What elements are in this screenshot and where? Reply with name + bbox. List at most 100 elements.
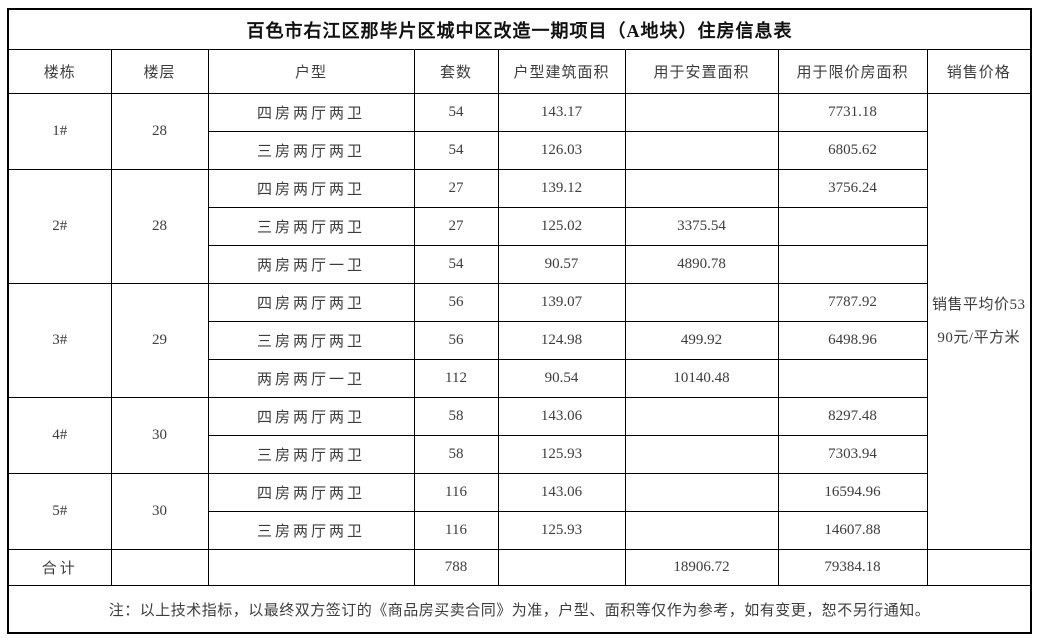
cell-unit-count: 54 — [413, 93, 499, 132]
cell-unit-area: 124.98 — [497, 321, 626, 360]
total-unit-area — [497, 549, 626, 586]
cell-resettle-area — [624, 169, 779, 208]
cell-unit-area: 139.12 — [497, 169, 626, 208]
cell-resettle-area: 499.92 — [624, 321, 779, 360]
table-row: 三房两厅两卫 58 125.93 7303.94 — [8, 435, 1031, 474]
cell-unit-area: 143.06 — [497, 473, 626, 512]
cell-unit-area: 90.54 — [497, 359, 626, 398]
cell-unit-count: 116 — [413, 473, 499, 512]
col-header-sale-price: 销售价格 — [926, 49, 1032, 94]
col-header-limited-price-area: 用于限价房面积 — [777, 49, 928, 94]
cell-unit-count: 27 — [413, 207, 499, 246]
table-row: 5# 30 四房两厅两卫 116 143.06 16594.96 — [7, 473, 1031, 550]
cell-unit-count: 56 — [413, 283, 499, 322]
table-title: 百色市右江区那毕片区城中区改造一期项目（A地块）住房信息表 — [7, 8, 1032, 50]
cell-floors: 30 — [110, 473, 209, 550]
cell-limited-area: 6498.96 — [777, 321, 928, 360]
table-row: 三房两厅两卫 27 125.02 3375.54 — [8, 207, 1031, 246]
housing-info-document: 百色市右江区那毕片区城中区改造一期项目（A地块）住房信息表 楼栋 楼层 户型 套… — [7, 8, 1032, 634]
cell-limited-area: 3756.24 — [777, 169, 928, 208]
cell-unit-count: 54 — [413, 245, 499, 284]
total-label: 合计 — [7, 549, 112, 586]
cell-sale-price: 销售平均价5390元/平方米 — [926, 93, 1032, 550]
cell-unit-type: 三房两厅两卫 — [207, 131, 415, 170]
cell-limited-area: 7731.18 — [777, 93, 928, 132]
col-header-unit-area: 户型建筑面积 — [497, 49, 626, 94]
cell-unit-area: 125.93 — [497, 435, 626, 474]
cell-limited-area — [777, 207, 928, 246]
col-header-building: 楼栋 — [7, 49, 112, 94]
total-limited-area: 79384.18 — [777, 549, 928, 586]
footnote-text: 注：以上技术指标，以最终双方签订的《商品房买卖合同》为准，户型、面积等仅作为参考… — [7, 585, 1032, 634]
cell-unit-area: 143.17 — [497, 93, 626, 132]
total-unit-count: 788 — [413, 549, 499, 586]
cell-resettle-area: 3375.54 — [624, 207, 779, 246]
cell-unit-area: 125.02 — [497, 207, 626, 246]
table-row: 三房两厅两卫 116 125.93 14607.88 — [8, 511, 1031, 550]
table-row: 三房两厅两卫 56 124.98 499.92 6498.96 — [8, 321, 1031, 360]
cell-limited-area: 6805.62 — [777, 131, 928, 170]
col-header-floor: 楼层 — [110, 49, 209, 94]
cell-resettle-area: 4890.78 — [624, 245, 779, 284]
cell-unit-type: 四房两厅两卫 — [207, 283, 415, 322]
total-sale-price — [926, 549, 1032, 586]
cell-unit-type: 四房两厅两卫 — [207, 93, 415, 132]
table-row: 三房两厅两卫 54 126.03 6805.62 — [8, 131, 1031, 170]
cell-unit-area: 126.03 — [497, 131, 626, 170]
footnote-row: 注：以上技术指标，以最终双方签订的《商品房买卖合同》为准，户型、面积等仅作为参考… — [7, 585, 1032, 634]
table-row: 4# 30 四房两厅两卫 58 143.06 8297.48 — [7, 397, 1031, 474]
housing-info-table: 百色市右江区那毕片区城中区改造一期项目（A地块）住房信息表 楼栋 楼层 户型 套… — [7, 8, 1032, 634]
cell-building: 5# — [7, 473, 112, 550]
cell-limited-area: 14607.88 — [777, 511, 928, 550]
cell-unit-area: 143.06 — [497, 397, 626, 436]
cell-unit-type: 四房两厅两卫 — [207, 397, 415, 436]
cell-limited-area — [777, 245, 928, 284]
cell-unit-area: 125.93 — [497, 511, 626, 550]
col-header-unit-count: 套数 — [413, 49, 499, 94]
cell-limited-area: 8297.48 — [777, 397, 928, 436]
cell-resettle-area: 10140.48 — [624, 359, 779, 398]
table-row: 2# 28 四房两厅两卫 27 139.12 3756.24 — [7, 169, 1031, 284]
cell-unit-type: 四房两厅两卫 — [207, 473, 415, 512]
cell-building: 3# — [7, 283, 112, 398]
cell-building: 1# — [7, 93, 112, 170]
cell-resettle-area — [624, 283, 779, 322]
cell-unit-count: 58 — [413, 435, 499, 474]
cell-floors: 30 — [110, 397, 209, 474]
table-row: 3# 29 四房两厅两卫 56 139.07 7787.92 — [7, 283, 1031, 398]
cell-limited-area: 7303.94 — [777, 435, 928, 474]
cell-unit-type: 三房两厅两卫 — [207, 207, 415, 246]
cell-floors: 28 — [110, 93, 209, 170]
cell-resettle-area — [624, 93, 779, 132]
cell-unit-type: 三房两厅两卫 — [207, 435, 415, 474]
total-floors — [110, 549, 209, 586]
cell-resettle-area — [624, 435, 779, 474]
cell-floors: 28 — [110, 169, 209, 284]
cell-limited-area — [777, 359, 928, 398]
cell-resettle-area — [624, 511, 779, 550]
cell-resettle-area — [624, 131, 779, 170]
cell-unit-type: 两房两厅一卫 — [207, 359, 415, 398]
cell-building: 2# — [7, 169, 112, 284]
cell-unit-count: 27 — [413, 169, 499, 208]
cell-resettle-area — [624, 397, 779, 436]
cell-floors: 29 — [110, 283, 209, 398]
cell-unit-count: 116 — [413, 511, 499, 550]
cell-unit-area: 90.57 — [497, 245, 626, 284]
cell-limited-area: 7787.92 — [777, 283, 928, 322]
cell-resettle-area — [624, 473, 779, 512]
cell-unit-type: 四房两厅两卫 — [207, 169, 415, 208]
cell-unit-count: 112 — [413, 359, 499, 398]
cell-building: 4# — [7, 397, 112, 474]
col-header-resettle-area: 用于安置面积 — [624, 49, 779, 94]
cell-unit-type: 三房两厅两卫 — [207, 511, 415, 550]
cell-unit-type: 三房两厅两卫 — [207, 321, 415, 360]
table-row: 1# 28 四房两厅两卫 54 143.17 7731.18 销售平均价5390… — [7, 93, 1032, 550]
cell-unit-count: 56 — [413, 321, 499, 360]
cell-unit-area: 139.07 — [497, 283, 626, 322]
cell-unit-count: 54 — [413, 131, 499, 170]
total-row: 合计 788 18906.72 79384.18 — [7, 549, 1032, 586]
total-resettle-area: 18906.72 — [624, 549, 779, 586]
cell-unit-type: 两房两厅一卫 — [207, 245, 415, 284]
total-unit-type — [207, 549, 415, 586]
